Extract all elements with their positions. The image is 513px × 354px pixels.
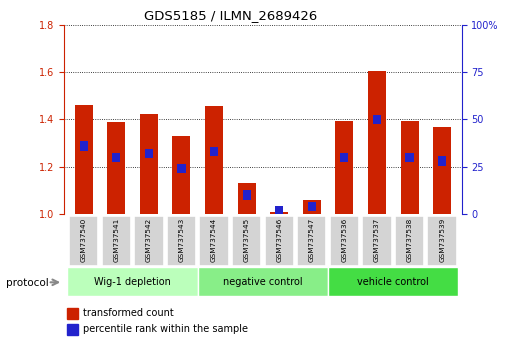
Text: GSM737543: GSM737543 — [179, 218, 185, 262]
Bar — [368, 71, 386, 214]
FancyBboxPatch shape — [200, 216, 229, 266]
FancyBboxPatch shape — [265, 216, 294, 266]
Bar — [112, 153, 121, 162]
Bar — [275, 206, 283, 215]
Bar — [80, 141, 88, 151]
Text: transformed count: transformed count — [83, 308, 174, 318]
FancyBboxPatch shape — [395, 216, 424, 266]
FancyBboxPatch shape — [167, 216, 196, 266]
Text: GSM737547: GSM737547 — [309, 218, 315, 262]
Text: GSM737542: GSM737542 — [146, 218, 152, 262]
FancyBboxPatch shape — [330, 216, 359, 266]
Text: GSM737541: GSM737541 — [113, 218, 119, 262]
Bar — [145, 149, 153, 158]
Bar — [107, 122, 125, 214]
FancyBboxPatch shape — [362, 216, 391, 266]
FancyBboxPatch shape — [297, 216, 326, 266]
Bar — [172, 136, 190, 214]
Text: GSM737536: GSM737536 — [341, 218, 347, 262]
Bar — [177, 164, 186, 173]
Bar — [336, 121, 353, 214]
FancyBboxPatch shape — [134, 216, 164, 266]
Bar — [438, 156, 446, 166]
Text: vehicle control: vehicle control — [358, 277, 429, 287]
Text: GSM737544: GSM737544 — [211, 218, 217, 262]
Text: GSM737545: GSM737545 — [244, 218, 250, 262]
Text: GSM737540: GSM737540 — [81, 218, 87, 262]
Bar — [303, 200, 321, 214]
Bar — [270, 212, 288, 214]
Text: GDS5185 / ILMN_2689426: GDS5185 / ILMN_2689426 — [144, 9, 318, 22]
Text: GSM737546: GSM737546 — [276, 218, 282, 262]
FancyBboxPatch shape — [328, 267, 459, 296]
FancyBboxPatch shape — [427, 216, 457, 266]
Text: Wig-1 depletion: Wig-1 depletion — [94, 277, 171, 287]
Bar — [243, 190, 251, 200]
FancyBboxPatch shape — [232, 216, 261, 266]
Text: percentile rank within the sample: percentile rank within the sample — [83, 324, 248, 334]
Text: negative control: negative control — [223, 277, 303, 287]
FancyBboxPatch shape — [67, 267, 198, 296]
Text: GSM737538: GSM737538 — [407, 218, 412, 262]
Bar — [373, 115, 381, 124]
FancyBboxPatch shape — [69, 216, 98, 266]
Bar — [67, 308, 78, 319]
Bar — [67, 324, 78, 335]
Bar — [340, 153, 348, 162]
Bar — [405, 153, 413, 162]
Bar — [308, 202, 316, 211]
Text: protocol: protocol — [6, 278, 49, 288]
Bar — [238, 183, 255, 214]
Bar — [433, 127, 451, 214]
Bar — [401, 121, 419, 214]
FancyBboxPatch shape — [198, 267, 328, 296]
Text: GSM737539: GSM737539 — [439, 218, 445, 262]
Bar — [75, 105, 93, 214]
Bar — [205, 107, 223, 214]
Bar — [210, 147, 218, 156]
Bar — [140, 114, 158, 214]
Text: GSM737537: GSM737537 — [374, 218, 380, 262]
FancyBboxPatch shape — [102, 216, 131, 266]
